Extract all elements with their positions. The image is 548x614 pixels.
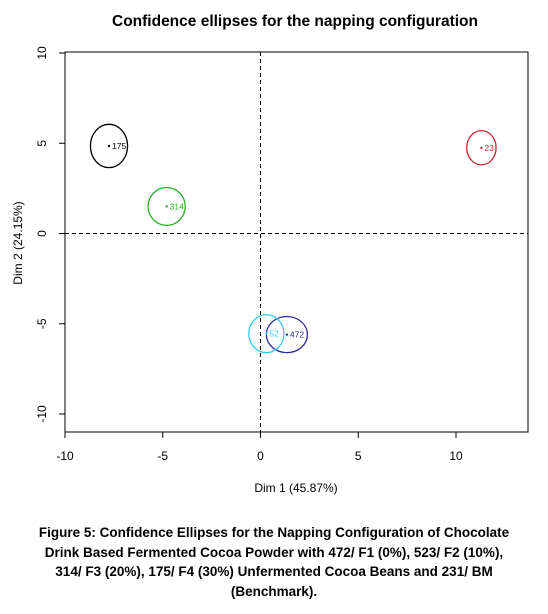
reference-lines <box>65 52 528 432</box>
confidence-ellipse <box>466 129 497 166</box>
y-tick-label: -10 <box>35 405 49 423</box>
confidence-ellipse <box>89 123 129 169</box>
y-axis: -10 -5 0 5 10 <box>35 46 66 423</box>
caption-line: Drink Based Fermented Cocoa Powder with … <box>44 544 504 560</box>
ellipses-layer: 175 314 23 472 52 <box>89 123 497 354</box>
point-label: 23 <box>484 143 494 153</box>
point-label: 314 <box>170 201 184 211</box>
y-tick-label: 0 <box>35 230 49 237</box>
data-point <box>285 333 289 336</box>
point-label: 472 <box>290 330 304 340</box>
chart: Confidence ellipses for the napping conf… <box>11 13 529 495</box>
point-label: 52 <box>269 329 279 339</box>
data-point <box>107 144 111 148</box>
caption-line: 314/ F3 (20%), 175/ F4 (30%) Unfermented… <box>55 564 493 579</box>
caption-line: (Benchmark). <box>230 583 318 599</box>
figure-caption: Figure 5: Confidence Ellipses for the Na… <box>0 523 548 601</box>
x-tick-label: -5 <box>157 449 168 463</box>
y-tick-label: 10 <box>35 46 49 60</box>
plot-frame <box>64 51 529 433</box>
data-point <box>165 205 168 208</box>
point-label: 175 <box>112 141 126 151</box>
x-tick-label: 0 <box>257 449 264 463</box>
y-axis-label: Dim 2 (24.15%) <box>11 201 25 284</box>
y-tick-label: 5 <box>35 140 49 147</box>
y-tick-label: -5 <box>35 318 49 329</box>
x-axis: -10 -5 0 5 10 <box>56 431 463 463</box>
x-tick-label: 10 <box>449 449 463 463</box>
confidence-ellipse <box>248 314 285 354</box>
data-point <box>265 332 268 335</box>
x-tick-label: -10 <box>56 449 74 463</box>
confidence-ellipse <box>147 186 186 227</box>
x-axis-label: Dim 1 (45.87%) <box>254 481 337 495</box>
data-point <box>480 146 483 149</box>
chart-title: Confidence ellipses for the napping conf… <box>112 13 478 30</box>
x-tick-label: 5 <box>355 449 362 463</box>
caption-line: Figure 5: Confidence Ellipses for the Na… <box>38 525 510 540</box>
